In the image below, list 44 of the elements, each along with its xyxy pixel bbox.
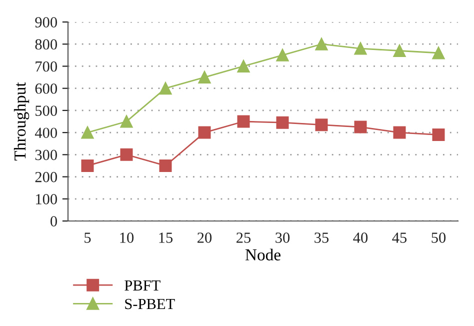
point: [237, 60, 250, 72]
x-tick-label: 45: [392, 232, 407, 243]
point: [354, 120, 367, 134]
y-tick-label: 400: [34, 128, 57, 138]
point: [393, 126, 406, 139]
point: [237, 115, 250, 128]
x-tick-label: 15: [159, 232, 173, 243]
y-tick-label: 500: [36, 106, 57, 116]
x-tick-label: 50: [432, 232, 446, 243]
point: [120, 115, 133, 128]
x-tick-label: 30: [276, 232, 290, 243]
point: [120, 148, 133, 161]
x-tick-label: 20: [198, 232, 212, 243]
point: [432, 128, 445, 142]
point: [276, 116, 289, 129]
y-tick-label: 700: [36, 61, 57, 72]
legend-label: S-PBET: [125, 298, 175, 310]
y-tick-label: 200: [35, 172, 57, 182]
point: [354, 42, 367, 55]
y-tick-label: 800: [35, 39, 57, 50]
y-tick-label: 600: [35, 83, 57, 94]
point: [315, 118, 328, 132]
x-tick-label: 40: [353, 232, 368, 243]
x-tick-label: 35: [314, 232, 329, 243]
point: [81, 159, 94, 172]
point: [81, 126, 94, 139]
point: [276, 48, 289, 62]
point: [315, 38, 328, 50]
point: [198, 71, 211, 84]
point: [432, 46, 445, 60]
x-tick-label: 10: [120, 232, 134, 243]
y-tick-label: 0: [50, 216, 57, 226]
point: [393, 44, 406, 57]
y-axis-title: Throughput: [14, 82, 30, 161]
legend-label: PBFT: [124, 280, 160, 291]
y-tick-label: 300: [35, 150, 57, 160]
x-tick-label: 25: [236, 232, 251, 243]
x-axis-title: Node: [245, 248, 280, 260]
y-tick-label: 100: [36, 194, 57, 204]
point: [198, 126, 211, 139]
y-tick-label: 900: [35, 17, 57, 28]
point: [159, 159, 172, 172]
point: [159, 82, 172, 95]
x-tick-label: 5: [84, 232, 91, 243]
